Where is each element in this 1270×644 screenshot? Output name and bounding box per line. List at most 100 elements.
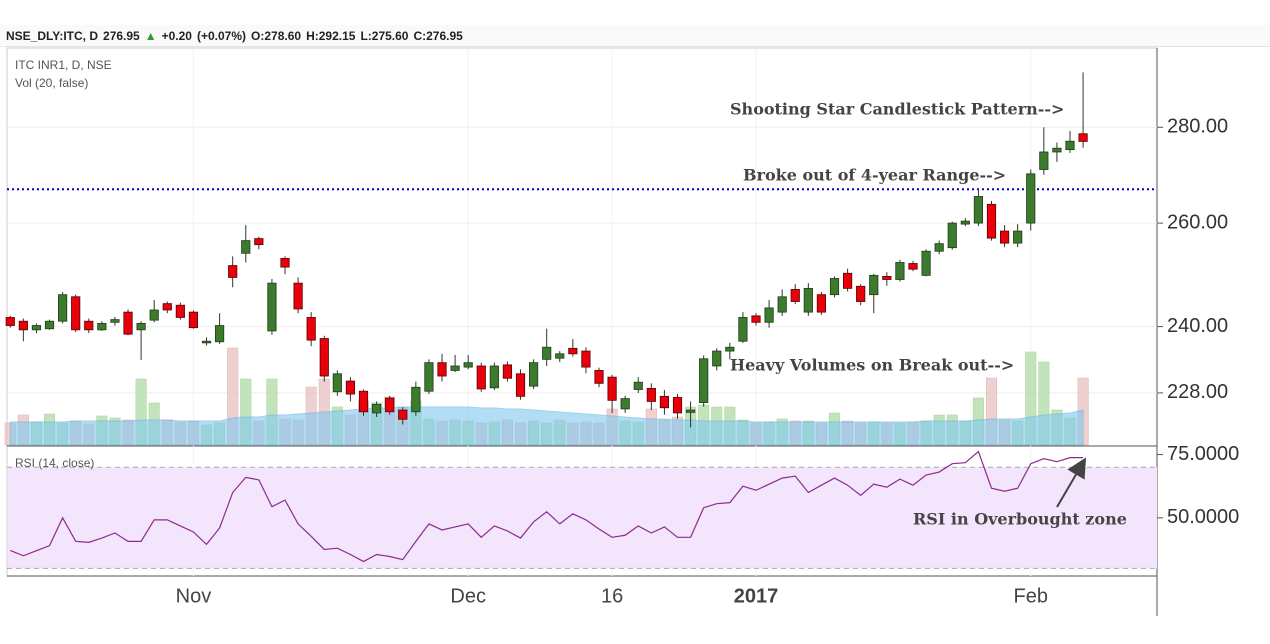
candle-body xyxy=(463,362,473,368)
candle-body xyxy=(385,397,395,413)
candle-body xyxy=(515,373,526,397)
candle-body xyxy=(398,409,408,420)
candle-body xyxy=(1013,230,1023,244)
last-price: 276.95 xyxy=(103,28,140,43)
close: C:276.95 xyxy=(413,28,463,43)
candle-body xyxy=(123,311,133,335)
candle-body xyxy=(973,196,984,224)
candle-body xyxy=(1026,173,1036,224)
candle-body xyxy=(764,307,774,323)
candle-body xyxy=(672,397,683,414)
price-legend: ITC INR1, D, NSE xyxy=(15,58,112,72)
candle-body xyxy=(986,203,997,239)
candle-body xyxy=(110,319,120,323)
change: +0.20 xyxy=(161,28,192,43)
candle-body xyxy=(568,347,578,355)
annotation: RSI in Overbought zone xyxy=(913,510,1127,529)
candle-body xyxy=(1052,147,1062,153)
candle-body xyxy=(699,358,709,403)
candle-body xyxy=(175,304,185,318)
candle-body xyxy=(934,243,944,252)
annotation: Heavy Volumes on Break out--> xyxy=(730,356,1014,375)
candle-body xyxy=(201,340,212,344)
candle-body xyxy=(659,395,670,409)
y-tick-label: 228.00 xyxy=(1167,381,1228,403)
candle-body xyxy=(869,274,879,296)
x-tick-label: 16 xyxy=(601,585,623,607)
candle-body xyxy=(633,381,643,390)
annotation: Shooting Star Candlestick Pattern--> xyxy=(730,100,1064,119)
candle-body xyxy=(437,362,447,377)
candle-body xyxy=(345,380,356,395)
candle-body xyxy=(999,230,1010,244)
symbol: NSE_DLY:ITC, D xyxy=(6,28,99,43)
candle-body xyxy=(777,296,787,313)
candle-body xyxy=(411,386,421,413)
candle-body xyxy=(84,320,94,331)
up-arrow: ▲ xyxy=(144,28,157,43)
y-tick-label: 75.0000 xyxy=(1167,443,1239,465)
candle-body xyxy=(58,294,68,322)
candle-body xyxy=(332,373,342,393)
y-tick-label: 280.00 xyxy=(1167,116,1228,138)
candle-body xyxy=(5,317,15,326)
candle-body xyxy=(594,370,604,384)
candle-body xyxy=(790,289,800,302)
y-tick-label: 240.00 xyxy=(1167,315,1228,337)
candle-body xyxy=(254,238,264,246)
candle-body xyxy=(1078,133,1088,142)
rsi-line xyxy=(10,450,1084,563)
rsi-legend: RSI (14, close) xyxy=(15,456,94,470)
candle-body xyxy=(921,250,931,276)
candle-body xyxy=(529,362,539,387)
candle-body xyxy=(555,353,565,359)
candle-body xyxy=(44,320,55,330)
annotation-arrow xyxy=(1056,457,1087,508)
candle-body xyxy=(646,387,656,402)
candle-body xyxy=(450,365,460,371)
candle-body xyxy=(712,350,722,367)
candle-body xyxy=(829,278,840,296)
volume-ma-area xyxy=(9,406,1084,446)
candle-body xyxy=(686,409,696,413)
candle-body xyxy=(581,350,591,368)
candle-body xyxy=(1039,151,1049,170)
candle-body xyxy=(241,240,251,254)
candle-body xyxy=(947,222,957,249)
candle-body xyxy=(502,364,513,379)
candle-body xyxy=(908,263,918,270)
candle-body xyxy=(215,325,225,343)
candle-body xyxy=(293,282,303,310)
candle-body xyxy=(358,390,369,413)
candle-body xyxy=(18,320,28,331)
high: H:292.15 xyxy=(306,28,356,43)
candle-body xyxy=(31,325,42,331)
open: O:278.60 xyxy=(251,28,302,43)
candle-body xyxy=(424,362,434,392)
candle-body xyxy=(319,338,329,377)
candle-body xyxy=(149,309,159,321)
header: NSE_DLY:ITC, D 276.95 ▲ +0.20 (+0.07%) O… xyxy=(0,25,1270,47)
candle-body xyxy=(489,365,499,389)
candle-body xyxy=(542,346,552,360)
candle-body xyxy=(162,303,172,311)
y-tick-label: 260.00 xyxy=(1167,211,1228,233)
change-pct: (+0.07%) xyxy=(196,28,247,43)
candle-body xyxy=(372,403,382,414)
x-tick-label: Nov xyxy=(176,585,212,607)
candle-body xyxy=(267,282,277,332)
candle-body xyxy=(607,376,617,401)
low: L:275.60 xyxy=(360,28,409,43)
candle-body xyxy=(738,317,748,342)
x-tick-label: Feb xyxy=(1014,585,1048,607)
candle-body xyxy=(751,315,761,323)
candle-body xyxy=(803,287,813,313)
candle-body xyxy=(895,262,905,280)
x-tick-label: 2017 xyxy=(734,585,779,607)
candle-body xyxy=(816,294,827,313)
candle-body xyxy=(188,311,199,329)
candle-body xyxy=(280,257,290,268)
candle-body xyxy=(620,398,630,410)
y-tick-label: 50.0000 xyxy=(1167,506,1239,528)
